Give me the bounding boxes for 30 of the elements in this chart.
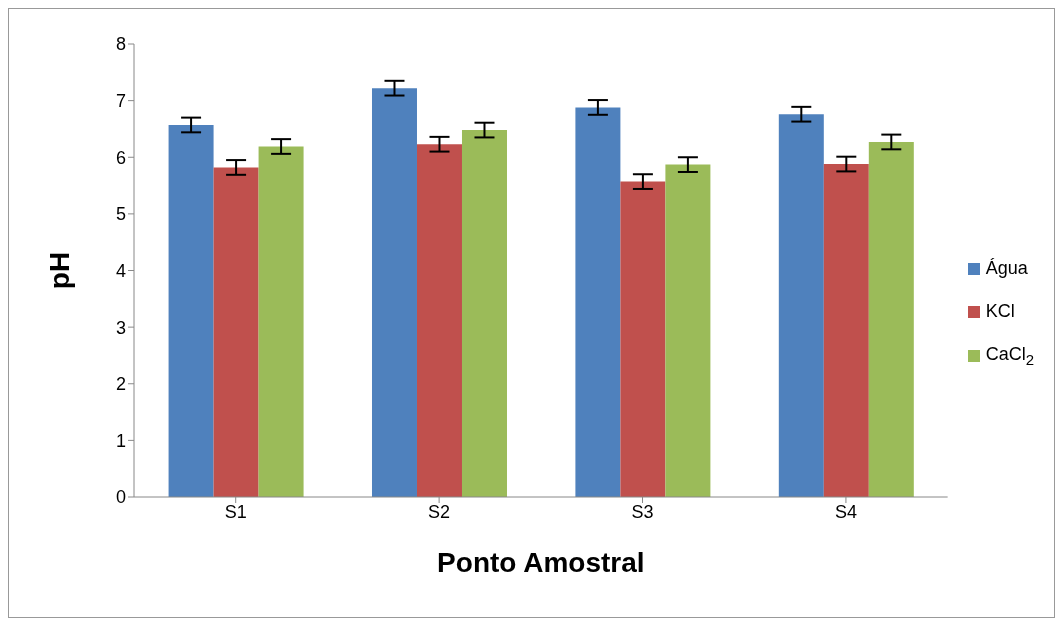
y-axis-title: pH [43, 251, 75, 290]
legend-label: Água [985, 258, 1028, 280]
bar [620, 181, 666, 497]
y-tick-label: 6 [115, 147, 126, 168]
bar [665, 164, 711, 497]
y-tick-label: 2 [115, 374, 126, 395]
y-tick-label: 4 [115, 260, 126, 281]
legend-label: KCl [985, 301, 1015, 323]
bar [823, 164, 869, 497]
y-tick-label: 8 [115, 34, 126, 55]
y-tick-label: 7 [115, 91, 126, 112]
bar [371, 88, 417, 497]
bar [213, 167, 259, 497]
legend-label: CaCl$_{2}$ [985, 344, 1034, 368]
bar [416, 144, 462, 497]
x-tick-label: S1 [224, 501, 247, 522]
y-tick-label: 1 [115, 430, 126, 451]
x-axis-title: Ponto Amostral [437, 547, 645, 578]
bar [461, 130, 507, 497]
bar [575, 107, 621, 497]
x-tick-label: S3 [631, 501, 654, 522]
y-tick-label: 0 [115, 487, 126, 508]
y-tick-label: 3 [115, 317, 126, 338]
x-tick-label: S2 [428, 501, 451, 522]
bar [778, 114, 824, 497]
y-tick-label: 5 [115, 204, 126, 225]
bar [868, 141, 914, 497]
bar [168, 124, 214, 497]
x-tick-label: S4 [834, 501, 857, 522]
bar [258, 146, 304, 497]
